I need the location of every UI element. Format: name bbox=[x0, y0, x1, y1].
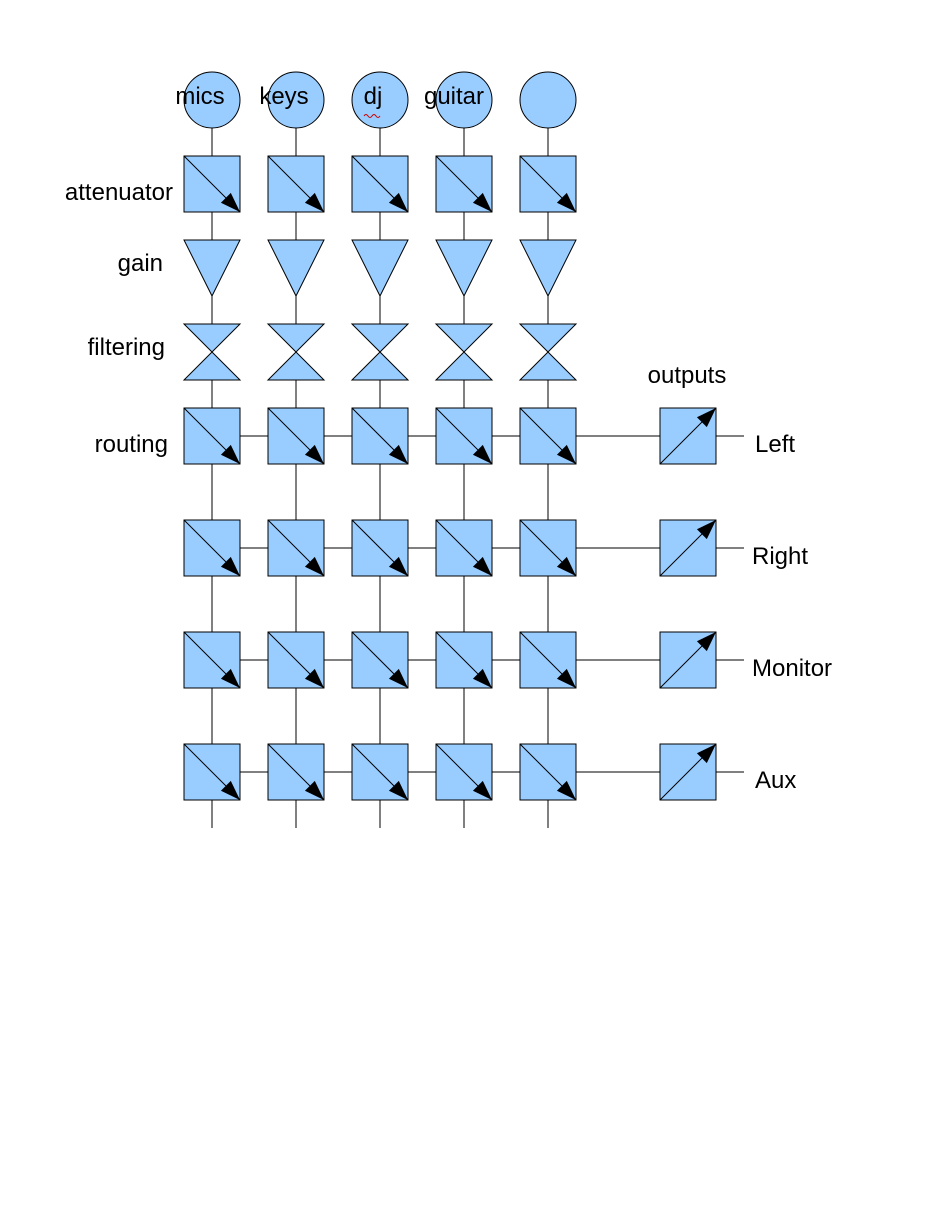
output-label-left: Left bbox=[755, 431, 795, 458]
arrowhead-icon bbox=[472, 192, 492, 212]
routing-block bbox=[519, 407, 577, 465]
routing-block bbox=[351, 631, 409, 689]
output-block bbox=[659, 407, 717, 465]
arrowhead-icon bbox=[556, 556, 576, 576]
routing-block bbox=[351, 407, 409, 465]
attenuator-block bbox=[519, 155, 577, 213]
arrowhead-icon bbox=[696, 520, 716, 540]
filter-bowtie bbox=[518, 323, 578, 381]
arrowhead-icon bbox=[304, 556, 324, 576]
input-node-1 bbox=[267, 71, 325, 129]
labels: attenuator gain filtering routing output… bbox=[65, 83, 832, 794]
arrowhead-icon bbox=[304, 444, 324, 464]
arrowhead-icon bbox=[304, 780, 324, 800]
arrowhead-icon bbox=[472, 444, 492, 464]
output-block bbox=[659, 519, 717, 577]
routing-block bbox=[267, 631, 325, 689]
attenuator-block bbox=[183, 155, 241, 213]
input-node-3 bbox=[435, 71, 493, 129]
arrowhead-icon bbox=[472, 556, 492, 576]
arrowhead-icon bbox=[388, 444, 408, 464]
input-label-mics: mics bbox=[175, 83, 224, 110]
routing-block bbox=[435, 631, 493, 689]
routing-block bbox=[435, 407, 493, 465]
wires bbox=[211, 128, 744, 828]
arrowhead-icon bbox=[220, 780, 240, 800]
arrowhead-icon bbox=[556, 780, 576, 800]
input-label-dj: dj bbox=[364, 83, 383, 110]
routing-block bbox=[351, 519, 409, 577]
attenuator-block bbox=[351, 155, 409, 213]
output-label-right: Right bbox=[752, 543, 808, 570]
arrowhead-icon bbox=[304, 192, 324, 212]
outputs-title: outputs bbox=[648, 362, 727, 389]
output-block bbox=[659, 743, 717, 801]
routing-block bbox=[267, 743, 325, 801]
routing-block bbox=[267, 407, 325, 465]
spellcheck-underline bbox=[363, 114, 381, 118]
arrowhead-icon bbox=[556, 668, 576, 688]
gain-triangle bbox=[183, 239, 241, 298]
output-label-monitor: Monitor bbox=[752, 655, 832, 682]
input-node-4 bbox=[519, 71, 577, 129]
arrowhead-icon bbox=[220, 668, 240, 688]
arrowhead-icon bbox=[556, 444, 576, 464]
routing-block bbox=[183, 407, 241, 465]
stage-label-attenuator: attenuator bbox=[65, 179, 173, 206]
routing-block bbox=[267, 519, 325, 577]
input-label-guitar: guitar bbox=[424, 83, 484, 110]
gain-triangle bbox=[435, 239, 493, 298]
attenuator-block bbox=[435, 155, 493, 213]
arrowhead-icon bbox=[696, 632, 716, 652]
gain-triangle bbox=[519, 239, 577, 298]
routing-block bbox=[519, 743, 577, 801]
arrowhead-icon bbox=[220, 556, 240, 576]
routing-block bbox=[351, 743, 409, 801]
gain-triangle bbox=[351, 239, 409, 298]
arrowhead-icon bbox=[696, 408, 716, 428]
arrowhead-icon bbox=[696, 744, 716, 764]
stage-label-routing: routing bbox=[95, 431, 168, 458]
routing-block bbox=[519, 519, 577, 577]
gain-triangle bbox=[267, 239, 325, 298]
routing-block bbox=[435, 743, 493, 801]
arrowhead-icon bbox=[388, 668, 408, 688]
filter-bowtie bbox=[182, 323, 242, 381]
arrowhead-icon bbox=[220, 444, 240, 464]
output-block bbox=[659, 631, 717, 689]
arrowhead-icon bbox=[220, 192, 240, 212]
stage-label-gain: gain bbox=[118, 250, 163, 277]
arrowhead-icon bbox=[388, 780, 408, 800]
input-node-0 bbox=[183, 71, 241, 129]
blocks bbox=[182, 71, 717, 801]
attenuator-block bbox=[267, 155, 325, 213]
arrowhead-icon bbox=[388, 192, 408, 212]
stage-label-filtering: filtering bbox=[88, 334, 165, 361]
routing-block bbox=[519, 631, 577, 689]
filter-bowtie bbox=[266, 323, 326, 381]
output-label-aux: Aux bbox=[755, 767, 796, 794]
filter-bowtie bbox=[434, 323, 494, 381]
arrowhead-icon bbox=[472, 780, 492, 800]
arrowhead-icon bbox=[472, 668, 492, 688]
routing-block bbox=[435, 519, 493, 577]
routing-block bbox=[183, 519, 241, 577]
arrowhead-icon bbox=[556, 192, 576, 212]
filter-bowtie bbox=[350, 323, 410, 381]
input-label-keys: keys bbox=[259, 83, 308, 110]
routing-block bbox=[183, 631, 241, 689]
routing-block bbox=[183, 743, 241, 801]
arrowhead-icon bbox=[304, 668, 324, 688]
arrowhead-icon bbox=[388, 556, 408, 576]
